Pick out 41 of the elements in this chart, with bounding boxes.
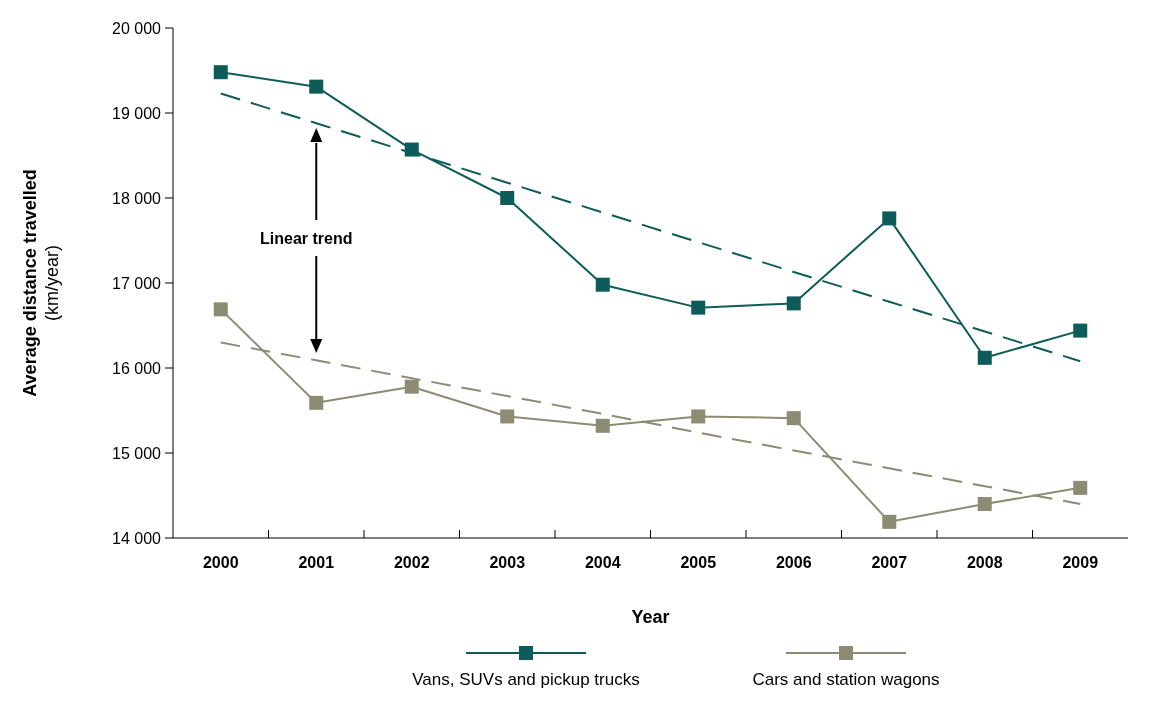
x-tick-label: 2000 <box>202 554 239 571</box>
point <box>786 296 801 311</box>
point <box>404 379 419 394</box>
point <box>213 302 228 317</box>
x-axis-title: Year <box>631 607 670 627</box>
x-tick-label: 2005 <box>680 554 717 571</box>
y-axis-title: Average distance travelled (km/year) <box>20 169 62 397</box>
point <box>1073 323 1088 338</box>
x-tick-label: 2007 <box>871 554 908 571</box>
point <box>691 409 706 424</box>
point <box>977 350 992 365</box>
x-tick-label: 2001 <box>298 554 335 571</box>
point <box>500 409 515 424</box>
y-tick-label: 18 000 <box>112 189 162 207</box>
point <box>309 79 324 94</box>
x-tick-label: 2008 <box>966 554 1003 571</box>
y-tick-label: 14 000 <box>112 529 162 547</box>
x-tick-label: 2006 <box>775 554 812 571</box>
y-tick-label: 17 000 <box>112 274 162 292</box>
point <box>595 418 610 433</box>
legend-label: Cars and station wagons <box>752 670 940 689</box>
y-tick-label: 15 000 <box>112 444 162 462</box>
legend-label: Vans, SUVs and pickup trucks <box>412 670 640 689</box>
point <box>977 497 992 511</box>
point <box>786 411 801 426</box>
point <box>691 300 706 315</box>
x-tick-label: 2003 <box>489 554 526 571</box>
point <box>309 395 324 410</box>
point <box>882 211 897 226</box>
y-tick-label: 20 000 <box>112 19 162 37</box>
y-tick-label: 19 000 <box>112 104 162 122</box>
x-tick-label: 2002 <box>393 554 430 571</box>
annotation: Linear trend <box>260 229 353 247</box>
point <box>500 191 515 205</box>
point <box>595 277 610 292</box>
point <box>213 65 228 80</box>
x-tick-label: 2004 <box>584 554 621 571</box>
point <box>882 514 897 529</box>
point <box>1073 480 1088 495</box>
x-tick-label: 2009 <box>1062 554 1099 571</box>
y-tick-label: 16 000 <box>112 359 162 377</box>
